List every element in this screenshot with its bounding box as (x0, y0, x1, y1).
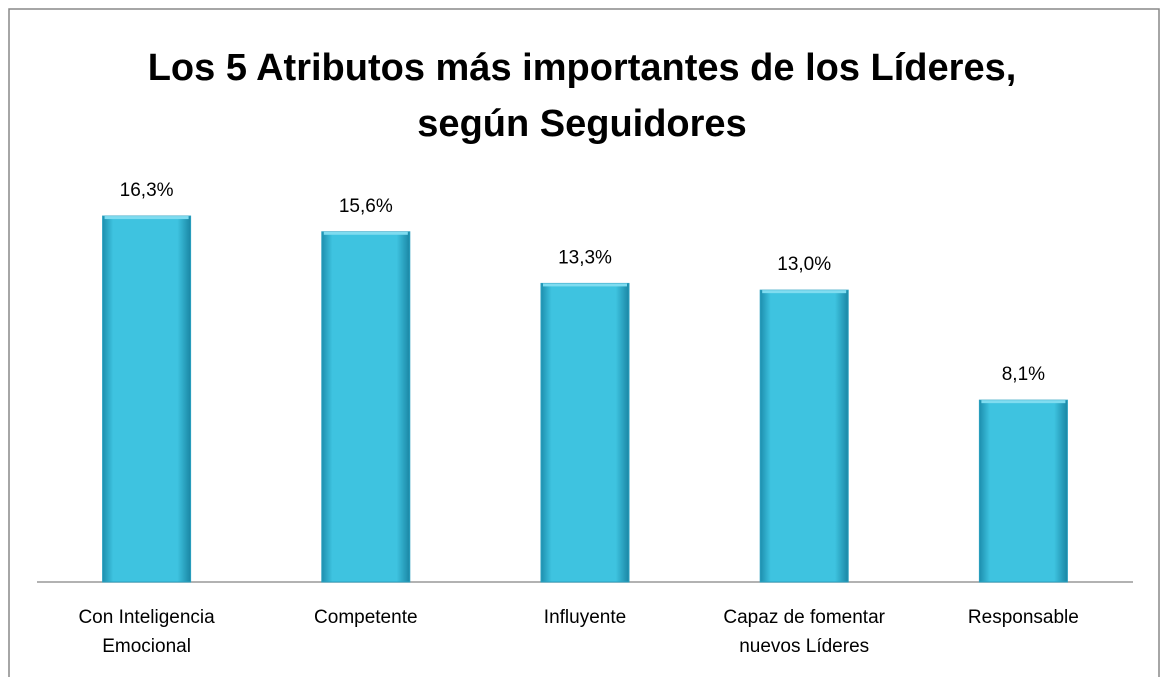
x-tick-label: Influyente (543, 607, 627, 628)
bar-highlight (981, 400, 1066, 404)
bar-highlight (543, 283, 627, 287)
data-label: 13,3% (558, 247, 612, 268)
bar (102, 215, 192, 583)
data-label: 13,0% (777, 254, 831, 275)
data-label: 16,3% (120, 180, 174, 201)
bar (540, 282, 630, 583)
chart-border (8, 8, 1160, 677)
data-label: 15,6% (339, 196, 393, 217)
bar (978, 399, 1068, 583)
bar-highlight (323, 231, 408, 235)
bar (321, 231, 411, 583)
x-tick-label: Competente (314, 607, 418, 628)
x-tick-label: Capaz de fomentar nuevos Líderes (723, 607, 885, 657)
bar-highlight (762, 290, 847, 294)
bar-highlight (104, 216, 189, 220)
x-tick-label: Con Inteligencia Emocional (78, 607, 215, 657)
chart-title: Los 5 Atributos más importantes de los L… (147, 47, 1017, 145)
data-label: 8,1% (1002, 364, 1045, 385)
x-tick-label: Responsable (967, 607, 1079, 628)
bar (759, 289, 849, 583)
